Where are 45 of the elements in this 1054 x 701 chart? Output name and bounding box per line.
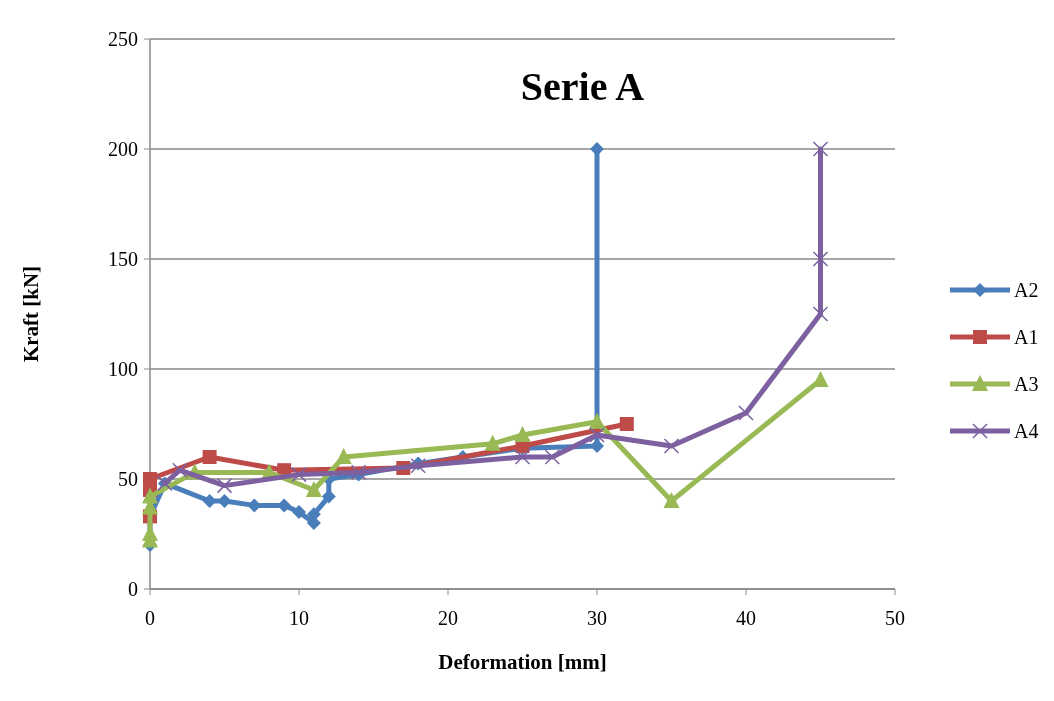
point bbox=[291, 466, 307, 483]
legend-label: A3 bbox=[1014, 373, 1039, 395]
y-tick-label: 100 bbox=[108, 358, 138, 380]
point bbox=[812, 306, 829, 322]
point bbox=[590, 142, 604, 156]
x-tick-label: 20 bbox=[438, 607, 458, 629]
point bbox=[589, 412, 605, 429]
point bbox=[812, 141, 829, 157]
point bbox=[335, 448, 352, 464]
x-tick-label: 30 bbox=[587, 607, 607, 629]
x-tick-label: 40 bbox=[736, 607, 756, 629]
x-axis-title: Deformation [mm] bbox=[438, 650, 607, 674]
point bbox=[544, 449, 561, 465]
point bbox=[142, 487, 158, 504]
y-tick-label: 0 bbox=[128, 578, 138, 600]
point bbox=[812, 251, 829, 267]
point bbox=[277, 498, 292, 513]
point bbox=[292, 505, 306, 519]
y-tick-label: 150 bbox=[108, 248, 138, 270]
legend-label: A1 bbox=[1014, 326, 1039, 348]
x-tick-label: 50 bbox=[885, 607, 905, 629]
point bbox=[321, 489, 336, 504]
y-tick-label: 250 bbox=[108, 28, 138, 50]
y-tick-label: 50 bbox=[118, 468, 138, 490]
point bbox=[216, 477, 233, 494]
point bbox=[590, 439, 604, 453]
point bbox=[663, 492, 680, 508]
x-tick-label: 0 bbox=[145, 607, 155, 629]
point bbox=[202, 450, 217, 464]
point bbox=[514, 426, 531, 442]
point bbox=[619, 417, 634, 431]
point bbox=[217, 494, 232, 508]
point bbox=[172, 462, 188, 478]
point bbox=[202, 494, 217, 508]
point bbox=[305, 481, 322, 497]
text: Serie A bbox=[520, 64, 645, 109]
legend-label: A4 bbox=[1014, 420, 1039, 442]
y-tick-label: 200 bbox=[108, 138, 138, 160]
x-tick-label: 10 bbox=[289, 607, 309, 629]
y-axis-title: Kraft [kN] bbox=[19, 265, 43, 363]
point bbox=[589, 427, 605, 443]
point bbox=[484, 434, 501, 451]
point bbox=[663, 438, 680, 454]
legend-label: A2 bbox=[1014, 279, 1039, 301]
point bbox=[514, 449, 531, 465]
